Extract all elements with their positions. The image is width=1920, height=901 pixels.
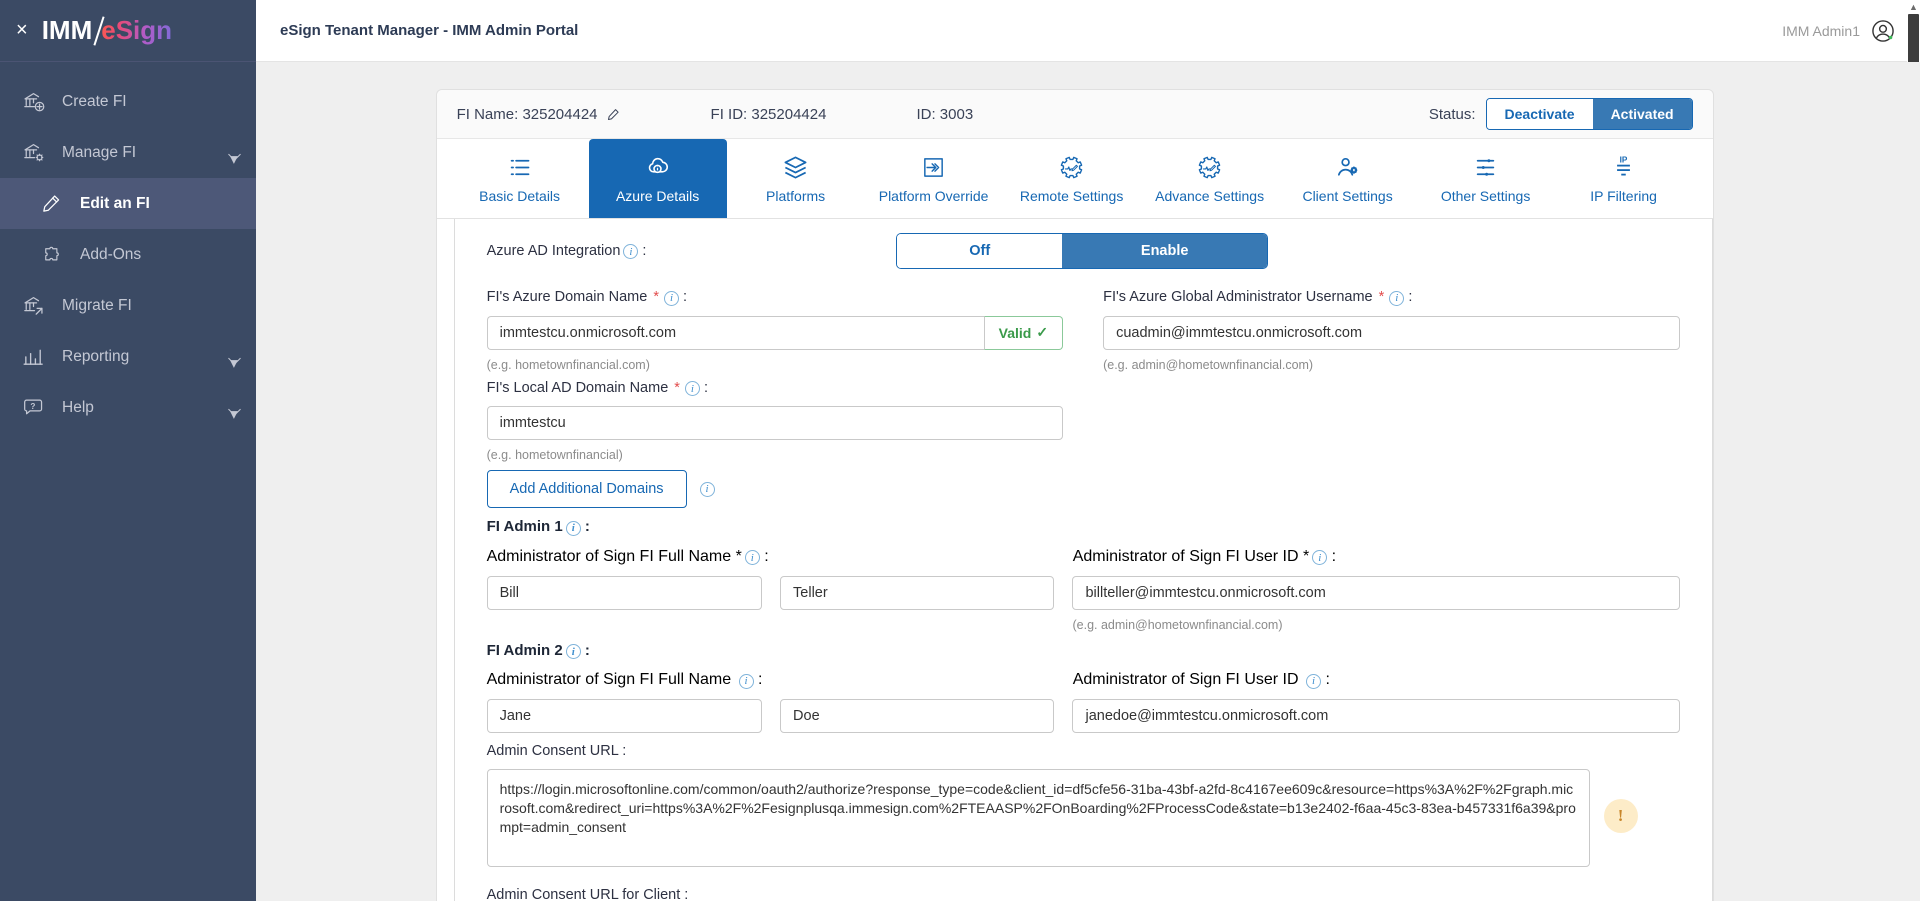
svg-text:IP: IP	[1620, 155, 1628, 164]
svg-text:?: ?	[30, 402, 35, 411]
